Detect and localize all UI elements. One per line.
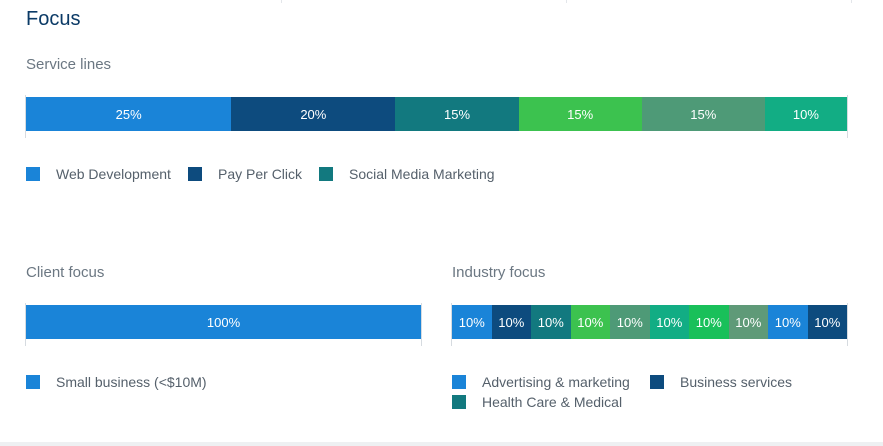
bar-segment[interactable]: 100% [26,305,421,339]
service-lines-label: Service lines [26,56,112,73]
client-focus-bar: 100% [26,305,421,339]
legend-label: Advertising & marketing [482,374,630,390]
legend-swatch [26,167,40,181]
legend-item-web-development: Web Development [26,166,171,182]
legend-swatch [650,375,664,389]
bar-segment[interactable]: 10% [610,305,650,339]
legend-label: Business services [680,374,793,390]
bar-segment[interactable]: 15% [518,97,642,131]
legend-swatch [319,167,333,181]
client-focus-legend: Small business (<$10M) [26,374,421,394]
legend-swatch [452,395,466,409]
bar-segment[interactable]: 20% [231,97,396,131]
bar-segment[interactable]: 10% [649,305,689,339]
footer-divider [0,442,883,446]
bar-segment[interactable]: 10% [491,305,531,339]
bar-edge [847,95,848,138]
bar-segment[interactable]: 10% [570,305,610,339]
bar-edge [25,303,26,346]
bar-segment[interactable]: 10% [807,305,847,339]
service-lines-legend: Web Development Pay Per Click Social Med… [26,166,847,186]
industry-focus-bar-wrap: 10% 10% 10% 10% 10% 10% 10% 10% 10% 10% [451,303,848,346]
legend-label: Pay Per Click [218,166,303,182]
legend-label: Web Development [56,166,171,182]
bar-segment[interactable]: 15% [641,97,765,131]
client-focus-bar-wrap: 100% [25,303,422,346]
legend-label: Small business (<$10M) [56,374,207,390]
legend-label: Health Care & Medical [482,394,623,410]
client-focus-label: Client focus [26,264,105,281]
bar-edge [451,303,452,346]
legend-item-health-care-medical: Health Care & Medical [452,394,622,410]
bar-segment[interactable]: 10% [452,305,492,339]
legend-swatch [188,167,202,181]
service-lines-bar-wrap: 25% 20% 15% 15% 15% 10% [25,95,848,138]
legend-item-social-media-marketing: Social Media Marketing [319,166,495,182]
bar-segment[interactable]: 10% [531,305,571,339]
industry-focus-label: Industry focus [452,264,546,281]
bar-segment[interactable]: 10% [728,305,768,339]
bar-segment[interactable]: 10% [768,305,808,339]
legend-swatch [26,375,40,389]
bar-edge [847,303,848,346]
legend-item-small-business: Small business (<$10M) [26,374,207,390]
divider [566,0,567,3]
bar-segment[interactable]: 25% [26,97,232,131]
service-lines-bar: 25% 20% 15% 15% 15% 10% [26,97,847,131]
industry-focus-legend: Advertising & marketing Business service… [452,374,847,418]
industry-focus-bar: 10% 10% 10% 10% 10% 10% 10% 10% 10% 10% [452,305,847,339]
bar-segment[interactable]: 10% [764,97,847,131]
legend-item-pay-per-click: Pay Per Click [188,166,302,182]
legend-item-advertising-marketing: Advertising & marketing [452,374,630,390]
legend-swatch [452,375,466,389]
divider [281,0,282,3]
legend-label: Social Media Marketing [349,166,495,182]
bar-edge [25,95,26,138]
bar-edge [421,303,422,346]
page-title: Focus [26,8,81,30]
bar-segment[interactable]: 10% [689,305,729,339]
divider [851,0,852,3]
bar-segment[interactable]: 15% [395,97,519,131]
legend-item-business-services: Business services [650,374,792,390]
